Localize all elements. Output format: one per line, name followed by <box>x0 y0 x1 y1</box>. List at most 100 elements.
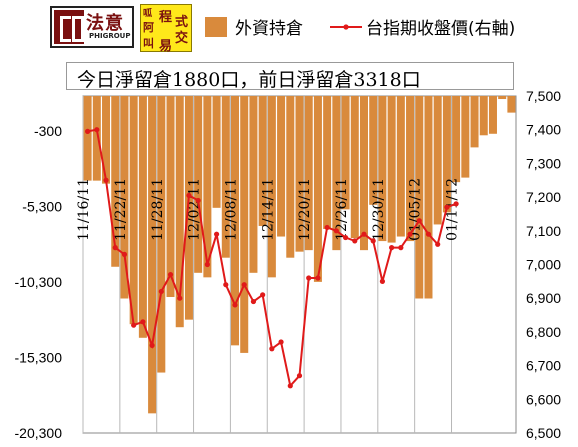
position-bar <box>138 96 147 338</box>
position-bar <box>166 96 175 297</box>
position-bar <box>240 96 249 353</box>
position-bar <box>396 96 405 237</box>
x-tick-label: 12/08/11 <box>223 178 239 241</box>
price-point <box>379 278 386 284</box>
position-bar <box>406 96 415 242</box>
position-bar <box>470 96 479 148</box>
position-bar <box>258 96 267 226</box>
position-bar <box>267 96 276 278</box>
position-bar <box>387 96 396 243</box>
price-point <box>260 292 266 298</box>
program-trading-badge: 呱 阿 叫 程 式 交 易 <box>140 4 192 54</box>
logo-brand-text: 法意 <box>86 13 124 34</box>
x-tick-label: 01/11/12 <box>445 178 461 241</box>
position-bar <box>83 96 92 181</box>
position-bar <box>461 96 470 178</box>
left-axis-tick-label: -15,300 <box>15 349 63 365</box>
position-bar <box>488 96 497 134</box>
price-point <box>103 177 109 183</box>
price-point <box>149 342 155 348</box>
position-bar <box>350 96 359 239</box>
position-bar <box>221 96 230 258</box>
position-bar <box>359 96 368 251</box>
headline-text: 今日淨留倉1880口，前日淨留倉3318口 <box>77 69 421 91</box>
position-bar <box>194 96 203 273</box>
price-point <box>416 218 422 224</box>
price-point <box>444 204 450 210</box>
price-point <box>121 251 128 257</box>
price-point <box>453 201 459 207</box>
position-bar <box>148 96 157 414</box>
legend-line-marker <box>343 24 349 30</box>
position-bar <box>452 96 461 183</box>
price-point <box>232 302 238 308</box>
phigroup-logo: 法意 PHIGROUP <box>50 6 134 48</box>
price-point <box>223 282 229 288</box>
x-tick-label: 12/14/11 <box>260 178 276 241</box>
position-bar <box>120 96 129 299</box>
badge-char: 叫 <box>143 37 154 50</box>
price-point <box>287 383 293 389</box>
price-point <box>269 346 275 352</box>
price-point <box>352 238 358 244</box>
price-point <box>204 261 210 268</box>
x-tick-label: 11/22/11 <box>113 178 129 241</box>
badge-char: 易 <box>159 39 173 54</box>
price-point <box>85 128 91 134</box>
position-bar <box>415 96 424 299</box>
position-bar <box>341 96 350 210</box>
position-bar <box>277 96 286 237</box>
price-point <box>398 245 404 251</box>
logo-brand-sub: PHIGROUP <box>89 32 131 40</box>
position-bar <box>102 96 111 184</box>
price-point <box>94 127 100 133</box>
price-point <box>324 224 330 231</box>
right-axis-tick-label: 7,500 <box>526 88 561 104</box>
x-tick-label: 11/16/11 <box>76 178 92 241</box>
left-axis-tick-label: -300 <box>34 123 62 139</box>
position-bar <box>332 96 341 251</box>
badge-char: 呱 <box>143 9 153 19</box>
left-axis-tick-label: -5,300 <box>22 198 62 214</box>
price-point <box>140 319 146 325</box>
price-point <box>389 245 395 251</box>
price-point <box>315 275 321 281</box>
price-point <box>177 295 183 301</box>
position-bar <box>157 96 166 373</box>
position-bar <box>424 96 433 299</box>
right-axis-tick-label: 7,100 <box>526 223 561 239</box>
left-axis-tick-label: -10,300 <box>15 274 63 290</box>
price-point <box>112 245 118 251</box>
badge-char: 式 <box>175 15 189 30</box>
price-point <box>158 288 164 295</box>
price-point <box>435 241 441 247</box>
right-axis-tick-label: 7,400 <box>526 122 561 138</box>
price-point <box>278 339 284 345</box>
right-axis-tick-label: 6,900 <box>526 290 561 306</box>
position-bar <box>129 96 138 325</box>
position-bar <box>111 96 120 267</box>
price-point <box>250 298 257 305</box>
position-bar <box>304 96 313 251</box>
position-bar <box>212 96 221 208</box>
badge-char: 阿 <box>143 21 154 34</box>
position-bar <box>249 96 258 273</box>
right-axis-tick-label: 6,600 <box>526 391 561 407</box>
price-point <box>333 228 339 234</box>
position-bar <box>92 96 101 181</box>
position-bar <box>433 96 442 225</box>
x-tick-label: 12/30/11 <box>371 178 387 241</box>
position-bar <box>498 96 507 100</box>
x-tick-label: 12/26/11 <box>334 178 350 241</box>
price-point <box>306 275 312 281</box>
position-bar <box>507 96 516 113</box>
position-bar <box>479 96 488 136</box>
position-bar <box>313 96 322 282</box>
position-bar <box>203 96 212 278</box>
x-tick-label: 11/28/11 <box>150 178 166 241</box>
price-point <box>167 272 174 278</box>
position-bar <box>184 96 193 320</box>
position-bar <box>323 96 332 229</box>
position-bar <box>231 96 240 346</box>
